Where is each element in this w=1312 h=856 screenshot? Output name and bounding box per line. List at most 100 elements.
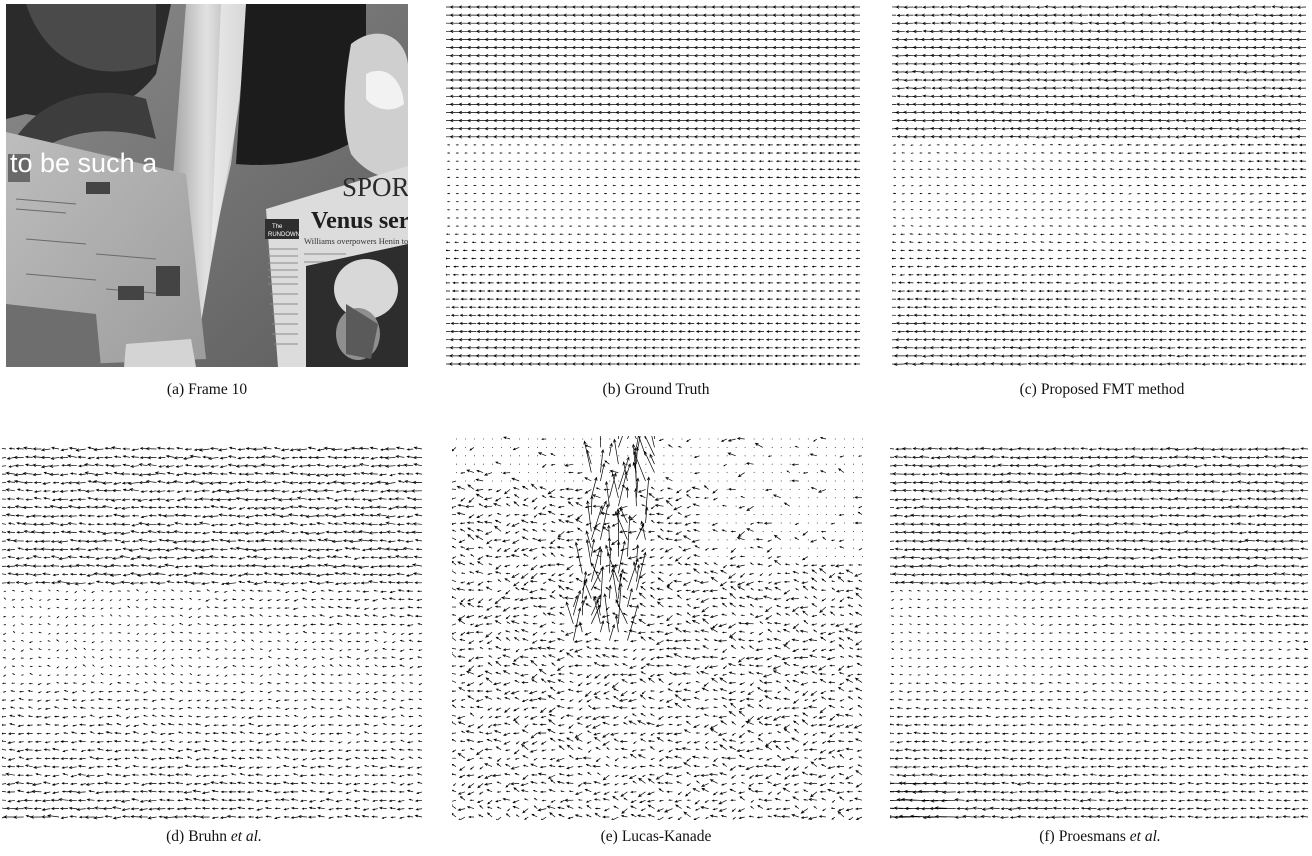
flow-vector xyxy=(225,490,237,494)
flow-vector xyxy=(829,233,834,236)
flow-vector xyxy=(245,515,254,519)
flow-vector xyxy=(836,298,843,301)
flow-vector xyxy=(1031,233,1036,235)
flow-vector xyxy=(34,540,42,543)
flow-vector xyxy=(1168,330,1176,333)
flow-vector xyxy=(1053,346,1062,350)
flow-vector xyxy=(892,233,897,236)
flow-vector xyxy=(261,547,272,551)
flow-vector xyxy=(244,488,254,492)
flow-vector xyxy=(1214,192,1219,195)
flow-vector xyxy=(1034,126,1045,131)
flow-vector xyxy=(938,94,949,98)
flow-vector xyxy=(453,249,459,252)
flow-vector xyxy=(22,471,33,476)
flow-vector xyxy=(1202,321,1211,325)
flow-vector xyxy=(606,94,616,98)
flow-vector xyxy=(1097,329,1106,333)
flow-vector xyxy=(498,233,503,236)
flow-vector xyxy=(681,152,686,154)
flow-vector xyxy=(719,94,730,98)
flow-vector xyxy=(1127,208,1132,211)
flow-vector xyxy=(618,289,625,293)
flow-vector xyxy=(936,176,940,178)
flow-vector xyxy=(628,241,634,244)
flow-vector xyxy=(1075,168,1080,171)
flow-vector xyxy=(1058,176,1062,179)
flow-vector xyxy=(1006,144,1010,146)
flow-vector xyxy=(838,249,843,252)
flow-vector xyxy=(353,505,361,509)
flow-vector xyxy=(846,192,852,195)
flow-vector xyxy=(910,176,914,178)
flow-vector xyxy=(146,472,157,477)
flow-vector xyxy=(1229,338,1237,341)
flow-vector xyxy=(894,70,905,74)
flow-vector xyxy=(725,233,730,236)
flow-vector xyxy=(77,539,86,543)
flow-vector xyxy=(1107,298,1115,301)
flow-vector xyxy=(698,176,703,179)
flow-vector xyxy=(455,225,459,227)
flow-vector xyxy=(793,160,799,163)
flow-vector xyxy=(644,305,651,309)
flow-vector xyxy=(824,118,834,123)
flow-vector xyxy=(776,265,782,268)
flow-vector xyxy=(380,490,387,493)
flow-vector xyxy=(711,5,721,9)
flow-vector xyxy=(894,345,905,350)
flow-vector xyxy=(1084,193,1088,195)
flow-vector xyxy=(838,233,843,236)
flow-vector xyxy=(499,225,503,227)
flow-vector xyxy=(1044,54,1053,58)
flow-vector xyxy=(1244,37,1254,41)
flow-vector xyxy=(948,354,958,358)
flow-vector xyxy=(1071,338,1080,342)
flow-vector xyxy=(475,102,485,107)
flow-vector xyxy=(1144,265,1149,268)
flow-vector xyxy=(66,530,77,534)
flow-vector xyxy=(597,110,607,115)
flow-vector xyxy=(827,168,834,171)
flow-vector xyxy=(1113,118,1123,123)
flow-vector xyxy=(688,297,695,301)
flow-vector xyxy=(1067,225,1071,227)
flow-vector xyxy=(1110,152,1115,154)
flow-vector xyxy=(801,306,808,309)
flow-vector xyxy=(148,539,157,544)
flow-vector xyxy=(693,29,703,34)
flow-vector xyxy=(793,297,799,301)
flow-vector xyxy=(198,497,210,501)
flow-vector xyxy=(946,46,958,50)
flow-vector xyxy=(446,87,450,89)
flow-vector xyxy=(1287,29,1298,33)
flow-vector xyxy=(1084,184,1088,187)
flow-vector xyxy=(525,225,529,227)
flow-vector xyxy=(1012,289,1019,293)
flow-vector xyxy=(501,94,512,98)
flow-vector xyxy=(1261,13,1272,18)
flow-vector xyxy=(1067,192,1071,195)
flow-vector xyxy=(85,539,95,544)
flow-vector xyxy=(606,362,616,366)
flow-vector xyxy=(892,95,897,97)
flow-vector xyxy=(918,185,923,187)
flow-vector xyxy=(1161,241,1167,244)
flow-vector xyxy=(1151,281,1158,285)
flow-vector xyxy=(413,463,423,467)
flow-vector xyxy=(1269,94,1280,99)
flow-vector xyxy=(508,152,512,154)
flow-vector xyxy=(1052,5,1062,9)
flow-vector xyxy=(658,118,669,123)
flow-vector xyxy=(730,346,738,350)
flow-vector xyxy=(664,225,669,227)
flow-vector xyxy=(288,481,299,485)
flow-vector xyxy=(139,456,148,460)
flow-vector xyxy=(560,176,564,179)
flow-vector xyxy=(1133,346,1141,350)
flow-vector xyxy=(594,176,599,179)
flow-vector xyxy=(200,548,210,552)
flow-vector xyxy=(1018,313,1027,317)
flow-vector xyxy=(892,136,897,138)
flow-vector xyxy=(132,539,139,543)
